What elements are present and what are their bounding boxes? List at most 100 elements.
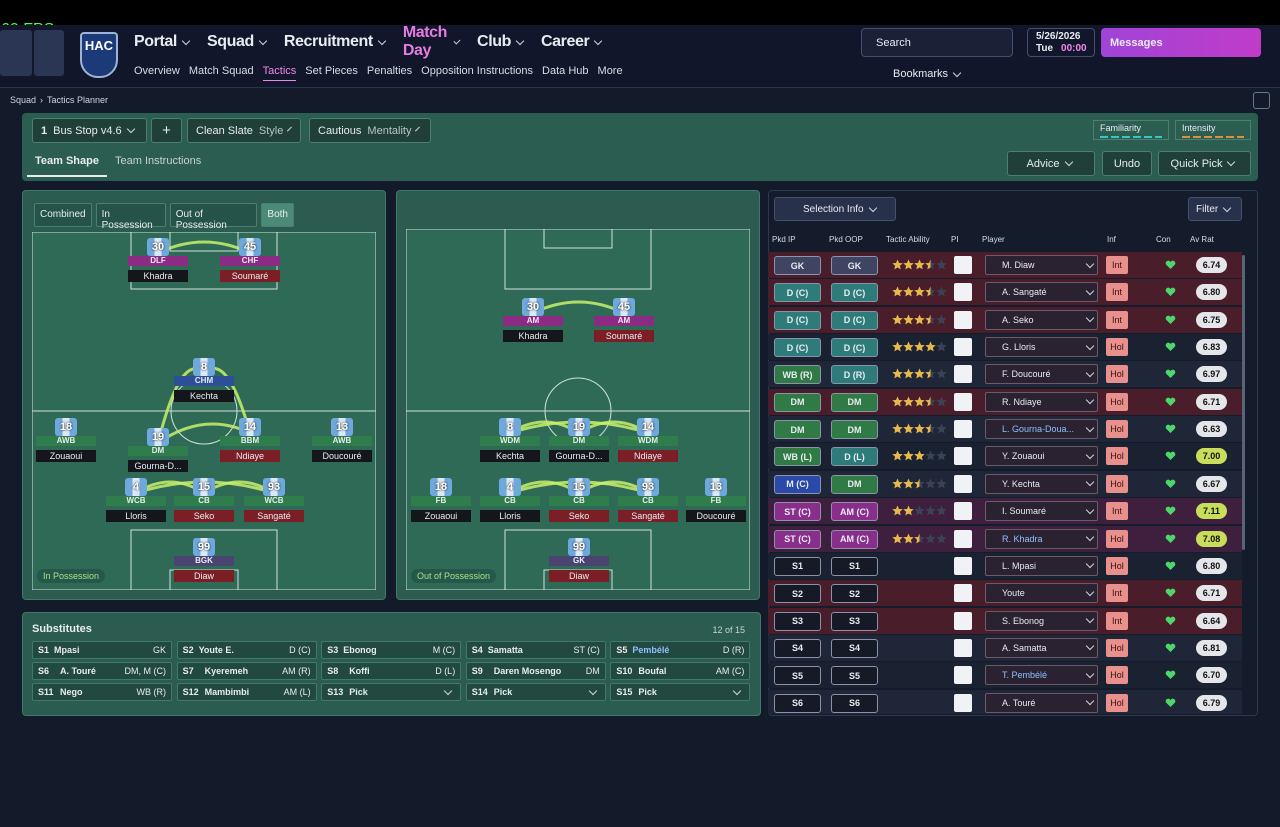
tab[interactable]: Team Shape xyxy=(27,150,107,177)
table-row[interactable]: DM DM L. Gourna-Doua... Hol 6.63 xyxy=(768,416,1242,443)
sub-slot[interactable]: S9 Daren Mosengo DM xyxy=(465,662,606,680)
sub-slot[interactable]: S13 Pick xyxy=(321,683,462,701)
table-row[interactable]: WB (L) D (L) Y. Zouaoui Hol 7.00 xyxy=(768,443,1242,470)
pi-button[interactable] xyxy=(954,420,972,439)
bookmarks[interactable]: Bookmarks xyxy=(893,66,965,82)
pi-button[interactable] xyxy=(954,310,972,329)
table-row[interactable]: S2 S2 Youte Int 6.71 xyxy=(768,580,1242,607)
phase-tab[interactable]: Out of Possession xyxy=(169,203,258,231)
sub-slot[interactable]: S14 Pick xyxy=(465,683,606,701)
pi-button[interactable] xyxy=(954,529,972,548)
table-row[interactable]: ST (C) AM (C) R. Khadra Hol 7.08 xyxy=(768,525,1242,552)
player-card[interactable]: 13 AWB Doucouré xyxy=(312,418,372,468)
sub-slot[interactable]: S6 A. Touré DM, M (C) xyxy=(32,662,172,680)
pi-button[interactable] xyxy=(954,338,972,357)
sub-nav-item[interactable]: Set Pieces xyxy=(305,65,358,77)
sub-slot[interactable]: S12 Mambimbi AM (L) xyxy=(176,683,317,701)
style-select[interactable]: Clean Slate Style xyxy=(187,118,301,143)
table-row[interactable]: S6 S6 A. Touré Hol 6.79 xyxy=(768,689,1242,714)
pi-button[interactable] xyxy=(954,283,972,302)
date-box[interactable]: 5/26/2026 Tue 00:00 xyxy=(1027,28,1095,57)
player-select[interactable]: Youte xyxy=(985,583,1098,604)
pi-button[interactable] xyxy=(954,447,972,466)
table-row[interactable]: ST (C) AM (C) I. Soumaré Int 7.11 xyxy=(768,498,1242,525)
tab[interactable]: Team Instructions xyxy=(115,155,202,167)
sub-slot[interactable]: S1 Mpasi GK xyxy=(32,641,172,659)
sub-nav-item[interactable]: Data Hub xyxy=(542,65,589,77)
player-card[interactable]: 15 CB Seko xyxy=(174,478,234,528)
action-button[interactable]: Undo xyxy=(1102,151,1152,176)
player-select[interactable]: A. Sangaté xyxy=(985,282,1098,303)
player-select[interactable]: T. Pembélé xyxy=(985,665,1098,686)
player-card[interactable]: 4 WCB Lloris xyxy=(106,478,166,528)
pi-button[interactable] xyxy=(954,365,972,384)
table-row[interactable]: GK GK M. Diaw Int 6.74 xyxy=(768,252,1242,278)
sub-slot[interactable]: S10 Boufal AM (C) xyxy=(610,662,751,680)
player-select[interactable]: I. Soumaré xyxy=(985,501,1098,522)
selection-info-button[interactable]: Selection Info xyxy=(774,197,896,221)
player-card[interactable]: 15 CB Seko xyxy=(549,478,609,528)
player-card[interactable]: 99 BGK Diaw xyxy=(174,538,234,588)
player-select[interactable]: Y. Kechta xyxy=(985,473,1098,494)
player-card[interactable]: 93 WCB Sangaté xyxy=(244,478,304,528)
player-select[interactable]: R. Ndiaye xyxy=(985,391,1098,412)
player-card[interactable]: 99 GK Diaw xyxy=(549,538,609,588)
nav-item[interactable]: Career xyxy=(541,33,605,51)
phase-tab[interactable]: Combined xyxy=(34,203,92,227)
sub-nav-item[interactable]: Penalties xyxy=(366,65,413,77)
player-card[interactable]: 13 FB Doucouré xyxy=(686,478,746,528)
pi-button[interactable] xyxy=(954,556,972,575)
club-badge[interactable]: HAC xyxy=(80,32,118,78)
nav-item[interactable]: Portal xyxy=(134,33,193,51)
table-row[interactable]: S4 S4 A. Samatta Hol 6.81 xyxy=(768,634,1242,661)
pi-button[interactable] xyxy=(954,392,972,411)
nav-item[interactable]: Squad xyxy=(207,33,270,51)
phase-tab[interactable]: In Possession xyxy=(95,203,166,231)
sub-nav-item[interactable]: More xyxy=(597,65,623,77)
table-row[interactable]: DM DM R. Ndiaye Hol 6.71 xyxy=(768,388,1242,415)
player-card[interactable]: 30 DLF Khadra xyxy=(128,238,188,288)
player-card[interactable]: 45 CHF Soumaré xyxy=(220,238,280,288)
player-card[interactable]: 45 AM Soumaré xyxy=(594,298,654,348)
mentality-select[interactable]: Cautious Mentality xyxy=(309,118,431,143)
player-card[interactable]: 18 FB Zouaoui xyxy=(411,478,471,528)
player-card[interactable]: 30 AM Khadra xyxy=(503,298,563,348)
sub-slot[interactable]: S3 Ebonog M (C) xyxy=(321,641,462,659)
pi-button[interactable] xyxy=(954,693,972,712)
filter-button[interactable]: Filter xyxy=(1188,197,1242,221)
sub-slot[interactable]: S15 Pick xyxy=(610,683,751,701)
action-button[interactable]: Quick Pick xyxy=(1158,151,1251,176)
add-tactic[interactable]: + xyxy=(151,118,182,143)
player-select[interactable]: M. Diaw xyxy=(985,255,1098,275)
table-row[interactable]: S1 S1 L. Mpasi Hol 6.80 xyxy=(768,552,1242,579)
sub-slot[interactable]: S7 Kyeremeh AM (R) xyxy=(176,662,317,680)
forward-button[interactable] xyxy=(34,30,64,76)
pi-button[interactable] xyxy=(954,256,972,274)
table-row[interactable]: S5 S5 T. Pembélé Hol 6.70 xyxy=(768,662,1242,689)
player-select[interactable]: A. Touré xyxy=(985,692,1098,713)
player-select[interactable]: L. Mpasi xyxy=(985,555,1098,576)
player-card[interactable]: 14 BBM Ndiaye xyxy=(220,418,280,468)
pi-button[interactable] xyxy=(954,502,972,521)
table-row[interactable]: WB (R) D (R) F. Doucouré Hol 6.97 xyxy=(768,361,1242,388)
player-card[interactable]: 14 WDM Ndiaye xyxy=(618,418,678,468)
player-select[interactable]: S. Ebonog xyxy=(985,610,1098,631)
sub-slot[interactable]: S2 Youte E. D (C) xyxy=(176,641,317,659)
pi-button[interactable] xyxy=(954,638,972,657)
sub-slot[interactable]: S4 Samatta ST (C) xyxy=(465,641,606,659)
tactic-select[interactable]: 1 Bus Stop v4.6 xyxy=(32,118,147,143)
messages-button[interactable]: Messages xyxy=(1101,28,1261,57)
table-row[interactable]: M (C) DM Y. Kechta Hol 6.67 xyxy=(768,470,1242,497)
table-row[interactable]: D (C) D (C) A. Sangaté Int 6.80 xyxy=(768,279,1242,306)
pi-button[interactable] xyxy=(954,584,972,603)
player-select[interactable]: G. Lloris xyxy=(985,337,1098,358)
pi-button[interactable] xyxy=(954,666,972,685)
search-bar[interactable]: Search xyxy=(861,28,1013,57)
sub-nav-item[interactable]: Match Squad xyxy=(188,65,254,77)
player-card[interactable]: 18 AWB Zouaoui xyxy=(36,418,96,468)
breadcrumb-item[interactable]: Squad xyxy=(10,95,37,105)
player-select[interactable]: R. Khadra xyxy=(985,528,1098,549)
nav-item[interactable]: Club xyxy=(477,33,527,51)
sub-slot[interactable]: S11 Nego WB (R) xyxy=(32,683,172,701)
sub-slot[interactable]: S5 Pembélé D (R) xyxy=(610,641,751,659)
